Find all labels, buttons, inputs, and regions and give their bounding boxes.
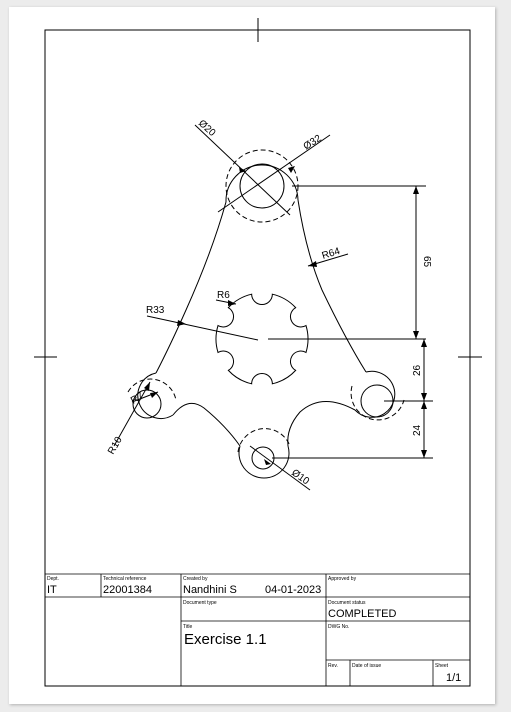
arrow-r10 [144,382,150,391]
dim-label-24: 24 [412,424,423,436]
date-issue-label: Date of issue [352,663,382,669]
dim-label-65: 65 [421,256,432,268]
title-block-grid [45,573,470,686]
dim-r33-leader [146,315,259,341]
arrow-24-top [421,401,427,409]
created-by-label: Created by [183,576,208,582]
sheet-value: 1/1 [446,672,462,684]
top-boss-outline [225,164,299,203]
arrow-65-top [413,186,419,194]
created-date: 04-01-2023 [265,584,322,596]
arrow-r7 [150,392,158,398]
bottom-right-scallop [287,401,356,447]
arrow-r33 [177,320,186,326]
bottom-boss-outline [238,445,290,479]
sheet-label: Sheet [435,663,449,669]
dim-d10-leader [249,445,311,491]
dim-label-r33: R33 [146,305,165,316]
dim-label-r10: R10 [106,435,125,457]
bottom-boss-hidden-arc [237,428,291,453]
arrow-26-bottom [421,393,427,401]
arrow-26-top [421,339,427,347]
arrow-r6 [228,300,236,306]
tech-ref-label: Technical reference [103,576,147,582]
dim-r10-leader [113,381,151,447]
arrow-24-bottom [421,450,427,458]
left-tangent-arc [155,201,227,374]
created-by-value: Nandhini S [183,584,237,596]
dim-label-r6: R6 [217,290,230,301]
left-hole [132,389,162,419]
left-lobe-outline [137,372,174,419]
dwg-no-label: DWG No. [328,624,350,630]
technical-drawing: Ø20 Ø32 R64 65 R33 R6 26 24 R10 R7 Ø10 [34,18,482,687]
dim-label-d32: Ø32 [302,133,324,153]
right-tangent-arc [297,199,367,373]
doc-type-label: Document type [183,600,217,606]
doc-status-label: Document status [328,600,366,606]
right-lobe-hidden-arc [350,385,405,421]
title-label: Title [183,624,193,630]
arrow-d32-a [288,166,295,173]
dept-label: Dept. [47,576,59,582]
top-boss-hidden-circle [225,149,299,223]
dim-label-r64: R64 [321,246,342,262]
right-lobe-outline [354,370,396,418]
dim-label-d20: Ø20 [196,118,218,139]
arrow-65-bottom [413,331,419,339]
drawing-sheet: Ø20 Ø32 R64 65 R33 R6 26 24 R10 R7 Ø10 D… [9,7,495,704]
bottom-left-scallop [172,402,241,447]
rev-label: Rev. [328,663,338,669]
tech-ref-value: 22001384 [103,584,152,596]
top-hole [239,163,285,209]
drawing-title: Exercise 1.1 [184,631,267,648]
approved-by-label: Approved by [328,576,357,582]
dim-label-d10: Ø10 [289,467,311,487]
arrow-d20-a [239,167,246,173]
doc-status-value: COMPLETED [328,608,397,620]
arrow-d10 [264,459,271,465]
dim-label-26: 26 [412,364,423,376]
central-gear-cutout [215,293,309,385]
dim-d32-leader [217,134,331,213]
arrow-r64 [308,261,317,267]
dept-value: IT [47,584,57,596]
